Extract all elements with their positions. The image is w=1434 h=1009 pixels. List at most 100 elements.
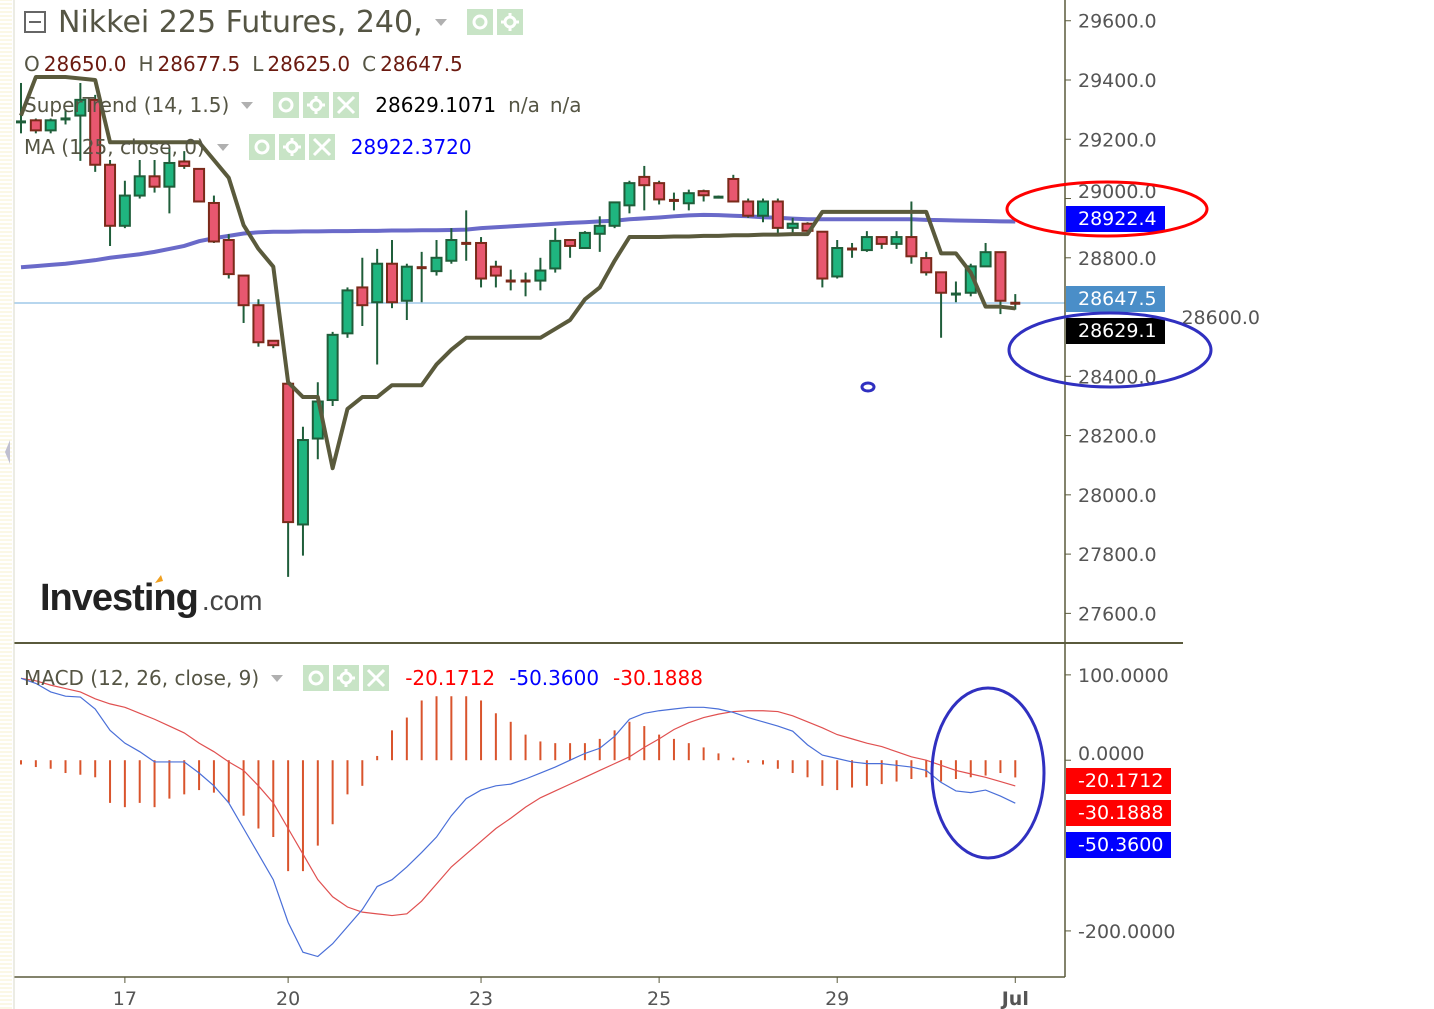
candle xyxy=(549,228,562,273)
price-tick-label: 29600.0 xyxy=(1078,11,1157,33)
candle-body xyxy=(282,382,295,524)
macd-signal-tag: -30.1888 xyxy=(1066,800,1172,826)
open-value: 28650.0 xyxy=(43,52,127,76)
candle-body xyxy=(475,241,488,280)
candle xyxy=(727,174,740,203)
price-tick-label: 28800.0 xyxy=(1078,248,1157,270)
macd-line-value: -50.3600 xyxy=(509,666,600,690)
candle xyxy=(371,248,384,365)
ma-price-tag: 28922.4 xyxy=(1066,206,1165,232)
candle xyxy=(831,240,844,279)
symbol-title[interactable]: Nikkei 225 Futures, 240, xyxy=(58,4,423,40)
candle-body xyxy=(608,201,621,227)
candle xyxy=(475,237,488,288)
candle-body xyxy=(757,200,769,217)
candle xyxy=(578,231,591,250)
time-tick-label: 17 xyxy=(113,988,137,1009)
candle xyxy=(430,240,443,276)
candle-body xyxy=(682,192,695,205)
macd-tick-label: 0.0000 xyxy=(1078,743,1144,765)
time-tick-label: Jul xyxy=(1000,988,1029,1009)
gear-icon[interactable] xyxy=(303,92,330,118)
candle-body xyxy=(593,224,606,235)
gear-icon[interactable] xyxy=(333,665,360,691)
scroll-left-icon[interactable] xyxy=(5,440,10,464)
eye-icon[interactable] xyxy=(273,92,300,118)
candle-body xyxy=(341,289,354,335)
collapse-icon[interactable] xyxy=(24,11,46,33)
candle-body xyxy=(163,161,176,188)
candle xyxy=(133,160,146,199)
price-tick-label: 27600.0 xyxy=(1078,603,1157,625)
left-margin-strip xyxy=(0,0,12,1009)
candle-body xyxy=(697,190,710,197)
logo-suffix: .com xyxy=(202,585,263,616)
candle xyxy=(193,167,206,203)
eye-icon[interactable] xyxy=(466,9,493,35)
candle-body xyxy=(979,251,992,268)
gear-icon[interactable] xyxy=(496,9,523,35)
ma-value: 28922.3720 xyxy=(350,135,472,159)
candle-body xyxy=(222,239,235,276)
annotation-dot xyxy=(860,381,876,393)
gear-icon[interactable] xyxy=(278,134,305,160)
supertrend-value: 28629.1071 xyxy=(375,93,497,117)
candle xyxy=(60,109,71,125)
supertrend-value-2: n/a xyxy=(508,93,540,117)
candle xyxy=(623,180,636,214)
close-icon[interactable] xyxy=(363,665,390,691)
candle xyxy=(593,216,606,252)
candle xyxy=(786,217,799,235)
price-panel xyxy=(14,75,1065,577)
price-tick-label: 28400.0 xyxy=(1078,366,1157,388)
dropdown-arrow-icon[interactable] xyxy=(434,18,447,26)
candle xyxy=(875,236,888,249)
macd-signal-value: -30.1888 xyxy=(613,666,703,690)
dropdown-arrow-icon[interactable] xyxy=(241,101,254,109)
candle xyxy=(282,382,295,577)
logo: Investing .com xyxy=(40,575,263,619)
candle xyxy=(771,198,784,235)
dropdown-arrow-icon[interactable] xyxy=(271,674,284,682)
logo-flame-icon xyxy=(155,575,163,583)
supertrend-legend: SuperTrend (14, 1.5) 28629.1071 n/a n/a xyxy=(24,92,582,118)
high-label: H xyxy=(138,52,154,76)
candle xyxy=(534,257,547,291)
close-icon[interactable] xyxy=(333,92,360,118)
candle-body xyxy=(207,201,220,243)
supertrend-label[interactable]: SuperTrend (14, 1.5) xyxy=(24,93,230,117)
candle xyxy=(890,231,903,249)
candle xyxy=(816,230,829,288)
macd-label[interactable]: MACD (12, 26, close, 9) xyxy=(24,666,260,690)
candle xyxy=(461,210,472,261)
candle xyxy=(608,201,621,229)
candle-body xyxy=(742,200,755,217)
candle xyxy=(16,82,26,134)
candle xyxy=(950,281,961,303)
candle-body xyxy=(564,239,577,247)
price-tick-label: 28000.0 xyxy=(1078,485,1157,507)
macd-signal-line xyxy=(20,677,1016,917)
eye-icon[interactable] xyxy=(248,134,275,160)
candle xyxy=(489,260,502,288)
low-value: 28625.0 xyxy=(267,52,351,76)
time-tick-label: 20 xyxy=(276,988,300,1009)
candle-body xyxy=(371,262,384,304)
low-label: L xyxy=(252,52,264,76)
dropdown-arrow-icon[interactable] xyxy=(216,143,229,151)
candle xyxy=(118,180,131,229)
candle xyxy=(920,251,933,276)
close-icon[interactable] xyxy=(308,134,335,160)
candle-body xyxy=(252,304,265,344)
candle-body xyxy=(920,257,933,274)
candle-body xyxy=(534,269,547,282)
logo-wordmark: Investing xyxy=(40,577,198,619)
macd-tick-label: 100.0000 xyxy=(1078,665,1169,687)
eye-icon[interactable] xyxy=(303,665,330,691)
candle-body xyxy=(786,222,799,229)
candle xyxy=(267,339,280,349)
candle xyxy=(148,160,161,193)
ma-label[interactable]: MA (125, close, 0) xyxy=(24,135,205,159)
candle xyxy=(847,242,858,258)
